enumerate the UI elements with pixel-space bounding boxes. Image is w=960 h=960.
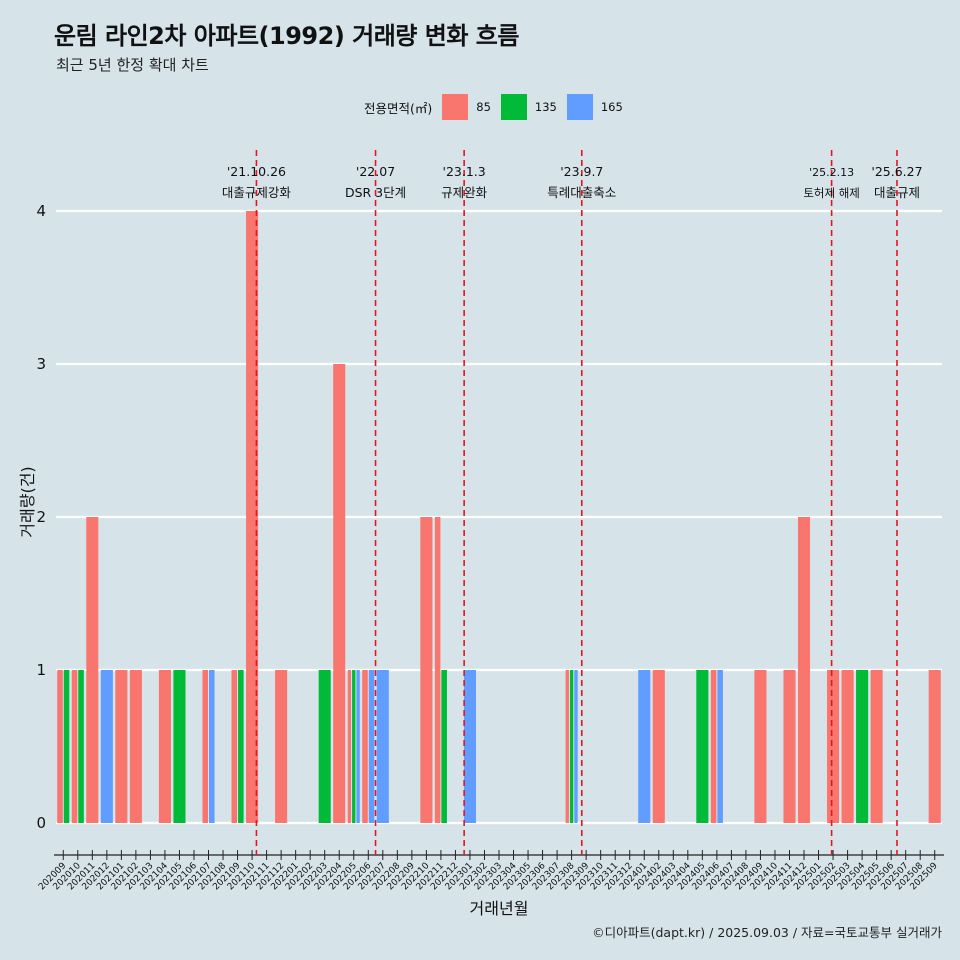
event-name-label: 토허제 해제 [803,186,860,200]
bar-135-202205 [352,670,356,823]
bar-85-202210 [420,517,433,823]
bar-85-202503 [841,670,854,823]
bar-85-202204 [333,364,346,823]
bar-85-202110 [246,211,259,823]
bar-135-202010 [78,670,84,823]
y-tick-label: 4 [36,202,46,220]
bar-85-202406 [710,670,717,823]
y-tick-label: 0 [36,814,46,832]
bar-165-202207 [376,670,389,823]
bar-85-202205 [347,670,352,823]
bar-135-202308 [569,670,574,823]
legend-item-135: 135 [500,94,561,120]
bar-135-202211 [441,670,447,823]
event-name-label: 규제완화 [441,185,488,200]
legend: 전용면적(㎡) 85 135 165 [364,92,633,122]
bar-85-202409 [754,670,767,823]
bar-165-202206 [368,670,375,823]
bar-85-202112 [275,670,288,823]
bar-135-202109 [238,670,244,823]
y-axis-title: 거래량(건) [18,466,37,537]
bar-165-202308 [574,670,578,823]
bar-85-202509 [928,670,941,823]
bar-165-202406 [717,670,723,823]
bar-165-202107 [209,670,215,823]
bar-135-202009 [63,670,70,823]
event-date-label: '23.1.3 [443,164,486,179]
legend-item-165: 165 [566,94,627,120]
bar-85-202102 [129,670,142,823]
event-name-label: 대출규제강화 [222,185,292,200]
bar-135-202405 [696,670,709,823]
y-tick-label: 3 [36,355,46,373]
event-date-label: '21.10.26 [227,164,286,179]
event-name-label: 대출규제 [874,185,920,200]
bar-85-202010 [71,670,78,823]
bar-135-202105 [173,670,186,823]
bar-85-202411 [783,670,796,823]
chart-title: 운림 라인2차 아파트(1992) 거래량 변화 흐름 [54,22,519,50]
y-tick-label: 1 [36,661,46,679]
bar-85-202101 [115,670,128,823]
bar-85-202009 [57,670,63,823]
legend-label-135: 135 [534,100,557,114]
bar-85-202107 [202,670,209,823]
event-date-label: '25.6.27 [871,164,922,179]
bar-85-202011 [86,517,99,823]
source-caption: ©디아파트(dapt.kr) / 2025.09.03 / 자료=국토교통부 실… [592,925,942,940]
event-date-label: '22.07 [356,164,395,179]
event-date-label: '23.9.7 [560,164,603,179]
chart-subtitle: 최근 5년 한정 확대 차트 [56,56,209,74]
bar-135-202203 [318,670,331,823]
legend-swatch-165 [566,94,593,120]
bar-85-202502 [827,670,840,823]
bar-85-202505 [870,670,883,823]
legend-label-165: 165 [600,100,623,114]
bar-85-202104 [158,670,171,823]
event-name-label: DSR 3단계 [345,185,406,200]
bar-165-202401 [638,670,651,823]
legend-title: 전용면적(㎡) [364,100,433,116]
event-date-label: '25.2.13 [809,166,854,179]
legend-label-85: 85 [476,100,491,114]
bar-85-202206 [362,670,368,823]
legend-item-85: 85 [442,94,495,120]
event-name-label: 특례대출축소 [547,185,616,200]
legend-swatch-135 [500,94,527,120]
bar-135-202504 [856,670,869,823]
bar-85-202402 [652,670,665,823]
bar-85-202412 [797,517,811,823]
y-tick-label: 2 [36,508,46,526]
bar-165-202301 [463,670,476,823]
bar-165-202012 [100,670,113,823]
bar-85-202308 [565,670,569,823]
x-axis-title: 거래년월 [470,899,529,918]
bar-85-202211 [434,517,441,823]
legend-swatch-85 [442,94,469,120]
bar-165-202205 [356,670,360,823]
bar-85-202109 [231,670,238,823]
